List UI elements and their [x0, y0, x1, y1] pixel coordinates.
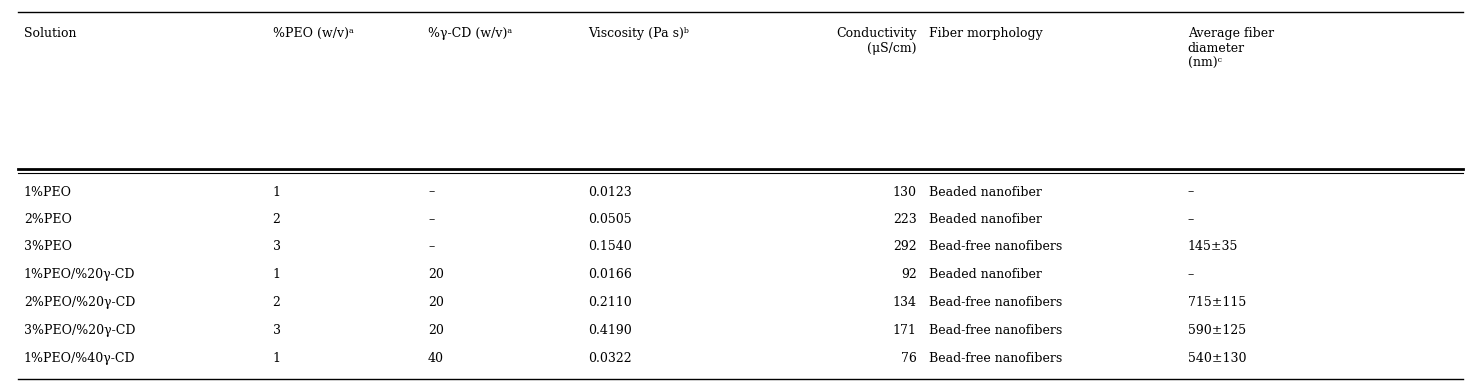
Text: –: –	[1188, 268, 1194, 281]
Text: –: –	[428, 185, 434, 199]
Text: 92: 92	[900, 268, 917, 281]
Text: 1: 1	[273, 185, 280, 199]
Text: 0.4190: 0.4190	[588, 324, 632, 337]
Text: Bead-free nanofibers: Bead-free nanofibers	[929, 324, 1062, 337]
Text: 0.2110: 0.2110	[588, 296, 632, 309]
Text: Solution: Solution	[24, 27, 76, 40]
Text: –: –	[428, 240, 434, 253]
Text: 540±130: 540±130	[1188, 352, 1247, 365]
Text: 0.1540: 0.1540	[588, 240, 632, 253]
Text: 0.0166: 0.0166	[588, 268, 632, 281]
Text: Bead-free nanofibers: Bead-free nanofibers	[929, 352, 1062, 365]
Text: –: –	[1188, 213, 1194, 226]
Text: 1%PEO/%20γ-CD: 1%PEO/%20γ-CD	[24, 268, 135, 281]
Text: –: –	[1188, 185, 1194, 199]
Text: 0.0322: 0.0322	[588, 352, 631, 365]
Text: 1%PEO/%40γ-CD: 1%PEO/%40γ-CD	[24, 352, 135, 365]
Text: 0.0123: 0.0123	[588, 185, 632, 199]
Text: 3: 3	[273, 240, 280, 253]
Text: %γ-CD (w/v)ᵃ: %γ-CD (w/v)ᵃ	[428, 27, 512, 40]
Text: 134: 134	[893, 296, 917, 309]
Text: 145±35: 145±35	[1188, 240, 1238, 253]
Text: 76: 76	[900, 352, 917, 365]
Text: 715±115: 715±115	[1188, 296, 1246, 309]
Text: %PEO (w/v)ᵃ: %PEO (w/v)ᵃ	[273, 27, 354, 40]
Text: 3: 3	[273, 324, 280, 337]
Text: 590±125: 590±125	[1188, 324, 1246, 337]
Text: 20: 20	[428, 324, 444, 337]
Text: Average fiber
diameter
(nm)ᶜ: Average fiber diameter (nm)ᶜ	[1188, 27, 1274, 70]
Text: 40: 40	[428, 352, 444, 365]
Text: 1: 1	[273, 352, 280, 365]
Text: –: –	[428, 213, 434, 226]
Text: 130: 130	[893, 185, 917, 199]
Text: Fiber morphology: Fiber morphology	[929, 27, 1043, 40]
Text: 2: 2	[273, 213, 280, 226]
Text: 2%PEO/%20γ-CD: 2%PEO/%20γ-CD	[24, 296, 135, 309]
Text: 1%PEO: 1%PEO	[24, 185, 71, 199]
Text: 1: 1	[273, 268, 280, 281]
Text: Beaded nanofiber: Beaded nanofiber	[929, 268, 1041, 281]
Text: Bead-free nanofibers: Bead-free nanofibers	[929, 240, 1062, 253]
Text: 20: 20	[428, 296, 444, 309]
Text: Conductivity
(μS/cm): Conductivity (μS/cm)	[837, 27, 917, 55]
Text: Beaded nanofiber: Beaded nanofiber	[929, 213, 1041, 226]
Text: 3%PEO: 3%PEO	[24, 240, 71, 253]
Text: 223: 223	[893, 213, 917, 226]
Text: 0.0505: 0.0505	[588, 213, 631, 226]
Text: 20: 20	[428, 268, 444, 281]
Text: 2: 2	[273, 296, 280, 309]
Text: 171: 171	[893, 324, 917, 337]
Text: 292: 292	[893, 240, 917, 253]
Text: Bead-free nanofibers: Bead-free nanofibers	[929, 296, 1062, 309]
Text: 3%PEO/%20γ-CD: 3%PEO/%20γ-CD	[24, 324, 135, 337]
Text: 2%PEO: 2%PEO	[24, 213, 71, 226]
Text: Beaded nanofiber: Beaded nanofiber	[929, 185, 1041, 199]
Text: Viscosity (Pa s)ᵇ: Viscosity (Pa s)ᵇ	[588, 27, 689, 40]
